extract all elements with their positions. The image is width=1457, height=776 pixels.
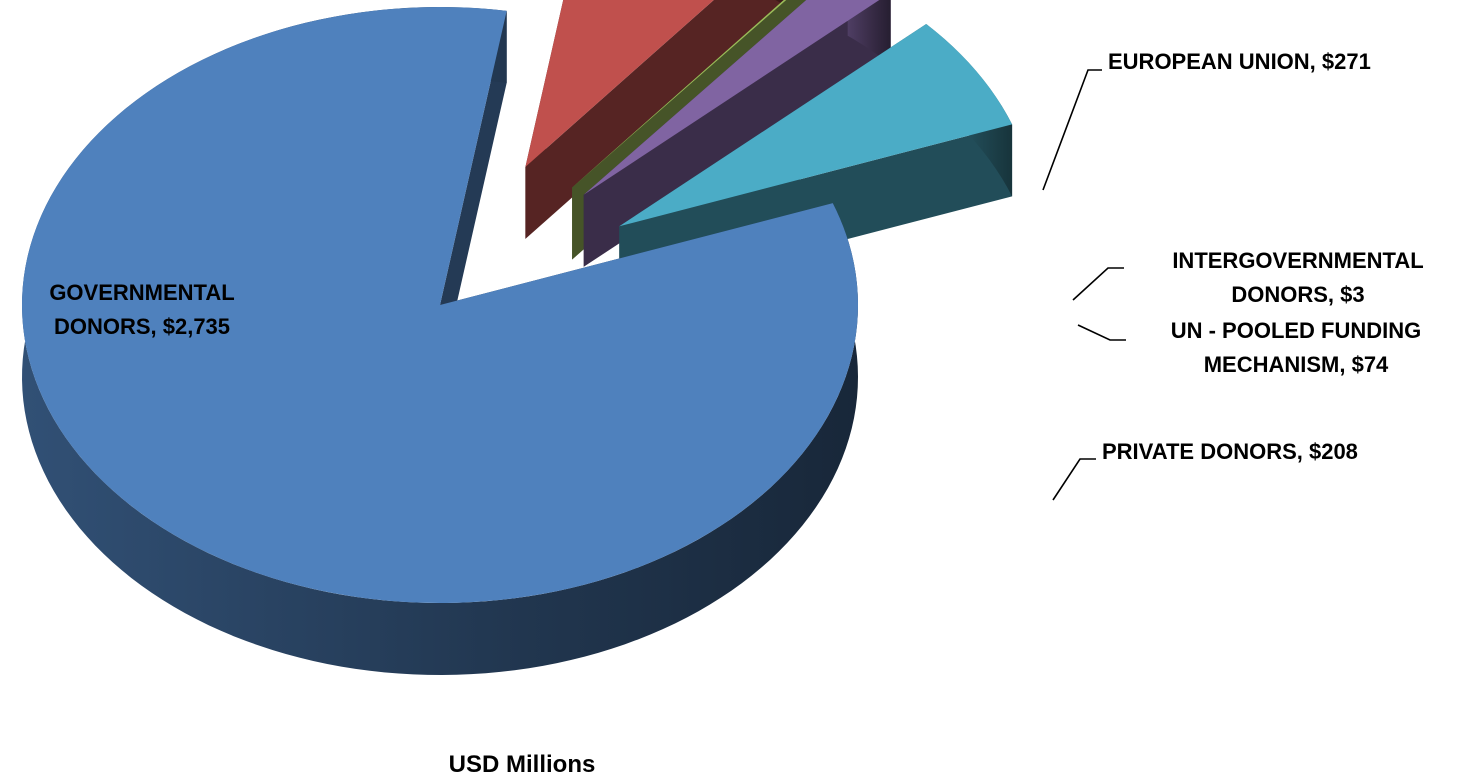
leader-line-1 (1042, 69, 1102, 191)
leader-line-3 (1077, 324, 1126, 341)
slice-3-side (847, 0, 891, 65)
slices-layer (21, 0, 1013, 675)
data-label-0-line-1: DONORS, $2,735 (54, 314, 230, 339)
leader-line-4 (1052, 458, 1096, 501)
data-label-2-line-1: DONORS, $3 (1231, 282, 1364, 307)
slice-0-top (21, 6, 859, 603)
data-label-3-line-1: MECHANISM, $74 (1204, 352, 1389, 377)
slice-0-wall-1 (440, 10, 507, 377)
data-label-0-line-0: GOVERNMENTAL (49, 280, 234, 305)
data-label-2-line-0: INTERGOVERNMENTAL (1172, 248, 1423, 273)
slice-3-top (583, 0, 880, 195)
data-label-4-line-0: PRIVATE DONORS, $208 (1102, 439, 1358, 464)
data-label-3-line-0: UN - POOLED FUNDING (1171, 318, 1422, 343)
slice-1-top (525, 0, 714, 167)
slice-0 (21, 6, 859, 675)
chart-caption: USD Millions (449, 751, 596, 776)
slice-4-top (619, 23, 1013, 227)
labels-layer: GOVERNMENTAL DONORS, $2,735 EUROPEAN UNION… (49, 49, 1424, 501)
data-label-1-line-0: EUROPEAN UNION, $271 (1108, 49, 1371, 74)
leader-line-2 (1072, 267, 1124, 301)
